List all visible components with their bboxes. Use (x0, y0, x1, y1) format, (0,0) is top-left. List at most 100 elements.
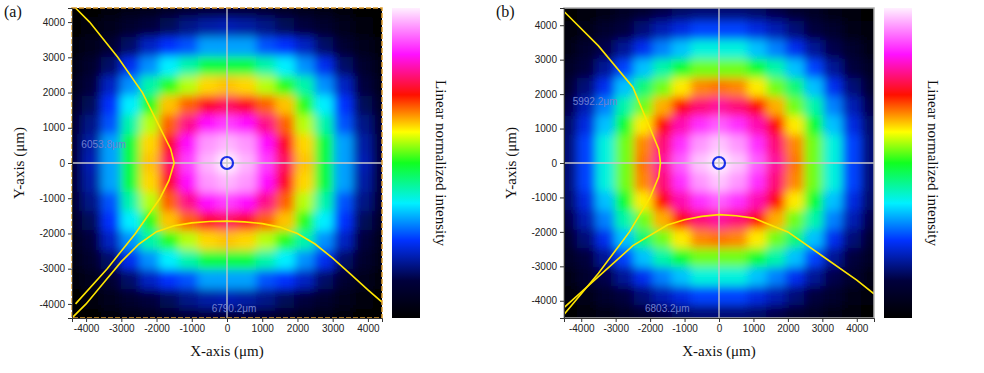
heatmap-cell (275, 8, 295, 18)
heatmap-cell (823, 210, 843, 230)
heatmap-cell (672, 116, 692, 136)
tick: -3000 (531, 261, 564, 272)
heatmap-cell (728, 40, 748, 60)
tick-mark (68, 57, 72, 58)
tick: 0 (717, 318, 723, 334)
heatmap-cell (577, 40, 597, 60)
heatmap-cell (823, 229, 843, 249)
tick: 1000 (535, 123, 564, 134)
tick: -1000 (179, 318, 205, 334)
tick-label: 1000 (252, 323, 275, 334)
heatmap-cell (842, 286, 862, 306)
panel-label: (a) (4, 3, 22, 21)
heatmap-cell (823, 267, 843, 287)
axis-line (68, 9, 73, 319)
heatmap-cell (179, 56, 199, 76)
heatmap-cell (577, 116, 597, 136)
heatmap-cell (785, 267, 805, 287)
heatmap-cell (275, 134, 295, 154)
heatmap-cell (747, 78, 767, 98)
heatmap-cell (728, 305, 748, 318)
heatmap-cell (691, 191, 711, 211)
tick-label: -2000 (531, 227, 557, 238)
heatmap-cell (179, 8, 199, 18)
heatmap-cell (842, 97, 862, 117)
tick-mark (68, 22, 72, 23)
tick-label: -2000 (144, 323, 170, 334)
heatmap-cell (728, 267, 748, 287)
heatmap-cell (82, 37, 102, 57)
tick-mark (560, 197, 564, 198)
annotation: 6790.2μm (212, 303, 257, 314)
heatmap-cell (295, 37, 315, 57)
heatmap-cell (672, 40, 692, 60)
heatmap-cell (766, 229, 786, 249)
heatmap-cell (766, 191, 786, 211)
heatmap-cell (82, 192, 102, 212)
heatmap-cell (615, 8, 635, 22)
heatmap-cell (577, 59, 597, 79)
heatmap-cell (334, 8, 354, 18)
heatmap-cell (615, 305, 635, 318)
heatmap-cell (577, 78, 597, 98)
heatmap-cell (256, 56, 276, 76)
annotation: 6803.2μm (645, 303, 690, 314)
tick: 0 (225, 318, 231, 334)
heatmap-cell (82, 173, 102, 193)
heatmap-cell (785, 59, 805, 79)
heatmap-cell (82, 250, 102, 270)
heatmap-cell (728, 229, 748, 249)
heatmap-cell (596, 40, 616, 60)
heatmap-cell (179, 250, 199, 270)
heatmap-cell (653, 8, 673, 22)
tick-mark (616, 318, 617, 322)
x-axis: -4000-3000-2000-100001000200030004000 (73, 318, 383, 334)
heatmap-cell (653, 78, 673, 98)
heatmap-cell (295, 8, 315, 18)
tick-label: 3000 (322, 323, 345, 334)
heatmap-cell (785, 78, 805, 98)
heatmap-cell (728, 97, 748, 117)
heatmap-cell (179, 231, 199, 251)
heatmap-cell (275, 95, 295, 115)
heatmap-cell (785, 40, 805, 60)
tick-label: 2000 (287, 323, 310, 334)
tick: -1000 (39, 193, 72, 204)
heatmap-cell (804, 21, 824, 41)
heatmap-cell (198, 192, 218, 212)
heatmap-cell (140, 289, 160, 309)
heatmap-cell (82, 231, 102, 251)
tick-label: -2000 (638, 323, 664, 334)
heatmap-cell (198, 37, 218, 57)
heatmap-cell (140, 134, 160, 154)
tick-mark (68, 163, 72, 164)
heatmap-cell (256, 76, 276, 96)
heatmap-cell (314, 37, 334, 57)
heatmap-cell (747, 21, 767, 41)
heatmap-cell (275, 270, 295, 290)
heatmap-cell (842, 210, 862, 230)
heatmap-cell (140, 308, 160, 318)
heatmap-cell (295, 270, 315, 290)
tick-label: 1000 (43, 122, 66, 133)
heatmap-cell (804, 305, 824, 318)
heatmap-cell (728, 59, 748, 79)
heatmap-cell (256, 270, 276, 290)
heatmap-cell (804, 59, 824, 79)
heatmap-cell (372, 56, 382, 76)
heatmap-cell (842, 191, 862, 211)
heatmap-cell (564, 210, 578, 230)
tick: -4000 (569, 318, 595, 334)
heatmap-cell (785, 305, 805, 318)
heatmap-cell (179, 270, 199, 290)
heatmap-cell (672, 21, 692, 41)
heatmap-cell (372, 192, 382, 212)
heatmap-cell (804, 40, 824, 60)
tick-label: -1000 (179, 323, 205, 334)
heatmap-cell (198, 8, 218, 18)
heatmap-cell (785, 8, 805, 22)
heatmap-cell (691, 210, 711, 230)
heatmap-cell (653, 210, 673, 230)
heatmap-cell (101, 192, 121, 212)
tick-mark (560, 232, 564, 233)
